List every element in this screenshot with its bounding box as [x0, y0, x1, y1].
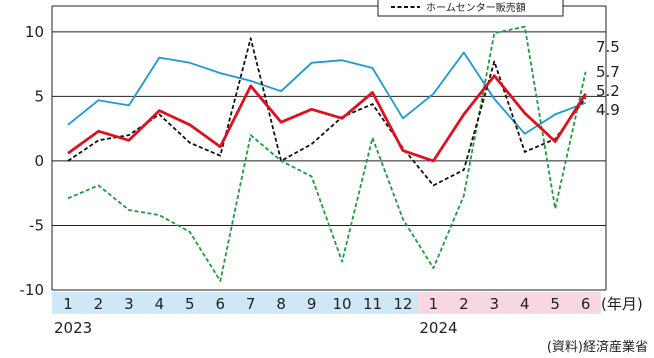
- x-tick-label: 4: [520, 295, 530, 313]
- year-label: 2023: [54, 319, 92, 337]
- source-note: (資料)経済産業省: [547, 339, 648, 355]
- y-tick-label: 5: [34, 87, 44, 105]
- x-tick-label: 10: [333, 295, 352, 313]
- legend-box: [377, 0, 564, 17]
- series-lines: [67, 25, 587, 282]
- end-value-label: 5.7: [596, 63, 620, 81]
- x-tick-label: 1: [429, 295, 439, 313]
- series-line-3: [67, 25, 587, 282]
- x-tick-label: 2: [94, 295, 104, 313]
- x-tick-label: 12: [393, 295, 412, 313]
- end-value-labels: 7.5 5.75.24.9: [596, 38, 620, 119]
- series-line-0: [67, 51, 586, 135]
- end-value-label: 7.5: [596, 38, 620, 56]
- end-value-label: 4.9: [596, 101, 620, 119]
- x-tick-label: 11: [363, 295, 382, 313]
- x-tick-label: 6: [581, 295, 591, 313]
- x-tick-label: 5: [185, 295, 195, 313]
- x-tick-label: 1: [63, 295, 73, 313]
- legend: ホームセンター販売額: [377, 0, 564, 17]
- band-2023: [52, 292, 419, 314]
- x-axis-unit: (年月): [601, 295, 643, 313]
- y-axis-ticks: -10 -5 0 5 10: [20, 23, 45, 299]
- y-tick-label: -10: [20, 281, 45, 299]
- series-line-ホームセンター販売額: [67, 37, 587, 187]
- series-line-1: [67, 74, 587, 163]
- x-tick-label: 7: [246, 295, 256, 313]
- x-tick-label: 3: [124, 295, 134, 313]
- x-tick-label: 4: [155, 295, 165, 313]
- x-tick-label: 8: [276, 295, 286, 313]
- legend-label: ホームセンター販売額: [426, 1, 526, 14]
- year-label: 2024: [419, 319, 457, 337]
- x-tick-label: 3: [490, 295, 500, 313]
- y-tick-label: 10: [25, 23, 44, 41]
- band-2024: [418, 292, 601, 314]
- x-tick-label: 6: [215, 295, 225, 313]
- y-tick-label: 0: [34, 152, 44, 170]
- month-bands: [52, 292, 601, 314]
- y-tick-label: -5: [29, 216, 44, 234]
- x-tick-label: 9: [307, 295, 317, 313]
- x-tick-label: 2: [459, 295, 469, 313]
- end-value-label: 5.2: [596, 82, 620, 100]
- x-tick-label: 5: [550, 295, 560, 313]
